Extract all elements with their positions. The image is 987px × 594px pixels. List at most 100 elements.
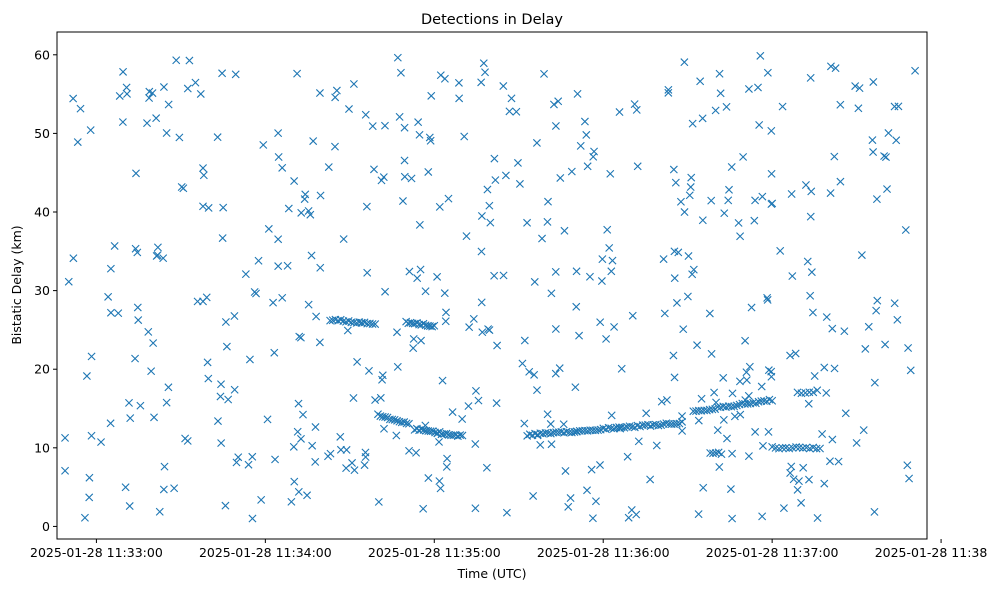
data-point bbox=[809, 388, 818, 397]
data-point bbox=[131, 244, 140, 253]
data-point bbox=[572, 267, 581, 276]
data-point bbox=[287, 497, 296, 506]
data-point bbox=[362, 202, 371, 211]
data-point bbox=[143, 119, 152, 128]
data-point bbox=[736, 410, 745, 419]
data-point bbox=[419, 425, 428, 434]
data-point bbox=[218, 69, 227, 78]
data-point bbox=[669, 351, 678, 360]
data-point bbox=[698, 114, 707, 123]
data-point bbox=[294, 487, 303, 496]
data-point bbox=[803, 257, 812, 266]
data-point bbox=[787, 462, 796, 471]
data-point bbox=[872, 306, 881, 315]
data-point bbox=[554, 97, 563, 106]
data-point bbox=[732, 401, 741, 410]
data-point bbox=[131, 354, 140, 363]
data-point bbox=[485, 201, 494, 210]
y-tick-label: 10 bbox=[34, 440, 50, 455]
data-point bbox=[203, 358, 212, 367]
data-point bbox=[741, 336, 750, 345]
data-point bbox=[687, 173, 696, 182]
data-point bbox=[826, 62, 835, 71]
data-point bbox=[813, 386, 822, 395]
data-point bbox=[820, 363, 829, 372]
data-point bbox=[543, 217, 552, 226]
data-point bbox=[106, 264, 115, 273]
data-point bbox=[402, 419, 411, 428]
data-point bbox=[442, 429, 451, 438]
data-point bbox=[134, 316, 143, 325]
x-tick-label: 2025-01-28 11:35:00 bbox=[368, 545, 501, 560]
data-point bbox=[415, 220, 424, 229]
data-point bbox=[85, 493, 94, 502]
data-point bbox=[678, 412, 687, 421]
data-point bbox=[82, 372, 91, 381]
data-point bbox=[297, 208, 306, 217]
data-point bbox=[86, 126, 95, 135]
data-point bbox=[717, 450, 726, 459]
data-point bbox=[417, 425, 426, 434]
data-point bbox=[699, 483, 708, 492]
data-point bbox=[464, 402, 473, 411]
data-point bbox=[502, 508, 511, 517]
data-point bbox=[159, 254, 168, 263]
data-point bbox=[765, 395, 774, 404]
data-point bbox=[822, 313, 831, 322]
plot-frame bbox=[56, 31, 928, 540]
data-point bbox=[393, 362, 402, 371]
data-point bbox=[441, 317, 450, 326]
data-point bbox=[757, 382, 766, 391]
data-point bbox=[315, 89, 324, 98]
data-point bbox=[199, 171, 208, 180]
data-point bbox=[654, 421, 663, 430]
data-point bbox=[763, 293, 772, 302]
data-point bbox=[427, 91, 436, 100]
data-point bbox=[80, 513, 89, 522]
data-point bbox=[711, 106, 720, 115]
data-point bbox=[426, 136, 435, 145]
data-point bbox=[742, 368, 751, 377]
data-point bbox=[683, 292, 692, 301]
data-point bbox=[852, 438, 861, 447]
data-point bbox=[855, 84, 864, 93]
data-point bbox=[670, 274, 679, 283]
data-point bbox=[767, 169, 776, 178]
data-point bbox=[730, 402, 739, 411]
data-point bbox=[678, 426, 687, 435]
data-point bbox=[213, 133, 222, 142]
data-point bbox=[688, 119, 697, 128]
x-tick-label: 2025-01-28 11:36:00 bbox=[537, 545, 670, 560]
data-point bbox=[397, 418, 406, 427]
data-point bbox=[660, 309, 669, 318]
data-point bbox=[442, 308, 450, 317]
data-point bbox=[458, 415, 467, 423]
data-point bbox=[144, 327, 153, 336]
data-point bbox=[868, 136, 877, 145]
data-point bbox=[806, 212, 815, 221]
data-point bbox=[607, 267, 616, 276]
data-point bbox=[230, 312, 239, 320]
data-point bbox=[145, 87, 154, 96]
data-point bbox=[118, 118, 127, 127]
data-point bbox=[798, 443, 807, 452]
data-point bbox=[698, 216, 707, 225]
x-tick-label: 2025-01-28 11:38:00 bbox=[875, 545, 987, 560]
data-point bbox=[905, 474, 914, 483]
data-point bbox=[110, 241, 119, 250]
data-point bbox=[415, 130, 424, 139]
data-point bbox=[646, 475, 655, 484]
data-point bbox=[440, 289, 449, 298]
data-point bbox=[719, 415, 728, 424]
data-point bbox=[106, 308, 115, 317]
data-point bbox=[758, 512, 767, 521]
data-point bbox=[419, 504, 428, 513]
data-point bbox=[460, 132, 469, 141]
data-point bbox=[377, 176, 386, 185]
data-point bbox=[597, 277, 606, 286]
data-point bbox=[678, 417, 687, 426]
data-point bbox=[304, 300, 313, 309]
data-point bbox=[617, 364, 626, 373]
data-point bbox=[530, 277, 539, 286]
data-point bbox=[836, 100, 845, 109]
